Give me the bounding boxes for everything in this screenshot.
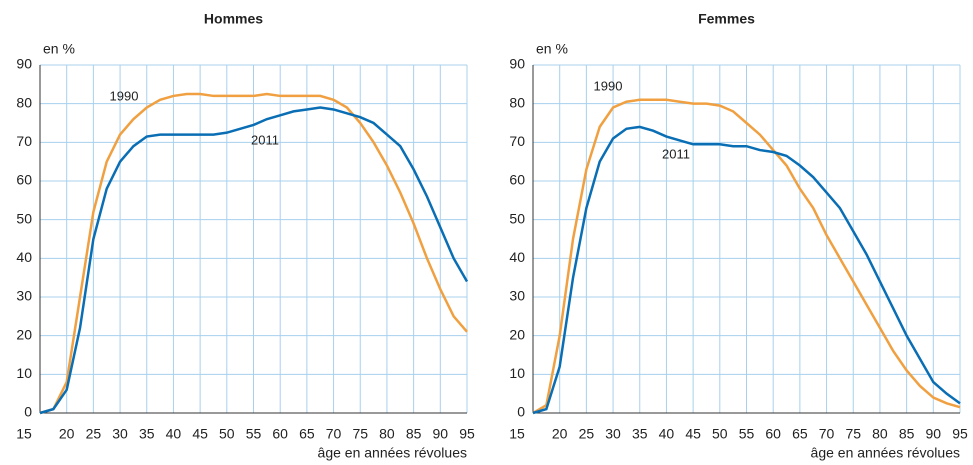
x-tick-label: 80 <box>872 426 888 442</box>
series-label: 2011 <box>251 132 279 147</box>
y-tick-label: 10 <box>509 365 525 381</box>
x-tick-label: 20 <box>552 426 568 442</box>
y-tick-label: 60 <box>509 172 525 188</box>
x-tick-label: 85 <box>406 426 422 442</box>
x-tick-label: 95 <box>459 426 475 442</box>
x-tick-label: 40 <box>659 426 675 442</box>
line-series <box>532 98 961 415</box>
x-tick-label: 15 <box>509 426 525 442</box>
x-axis-label: âge en années révolues <box>318 445 467 461</box>
chart-title: Hommes <box>204 11 263 27</box>
x-tick-label: 90 <box>433 426 449 442</box>
x-tick-label: 20 <box>59 426 75 442</box>
x-tick-label: 85 <box>899 426 915 442</box>
x-tick-label: 65 <box>792 426 808 442</box>
x-tick-label: 55 <box>739 426 755 442</box>
y-tick-label: 50 <box>509 210 525 226</box>
series-label: 1990 <box>110 88 139 103</box>
y-tick-label: 70 <box>509 133 525 149</box>
x-axis-label: âge en années révolues <box>811 445 960 461</box>
y-axis-label: en % <box>43 41 75 57</box>
x-tick-label: 60 <box>765 426 781 442</box>
series-label: 1990 <box>594 78 623 93</box>
y-tick-label: 20 <box>16 326 32 342</box>
x-tick-label: 70 <box>326 426 342 442</box>
x-tick-label: 15 <box>16 426 32 442</box>
y-tick-label: 90 <box>509 56 525 72</box>
x-tick-label: 80 <box>379 426 395 442</box>
x-tick-label: 50 <box>219 426 235 442</box>
y-tick-label: 20 <box>509 326 525 342</box>
series-label: 2011 <box>662 146 690 161</box>
x-tick-label: 35 <box>139 426 155 442</box>
x-tick-label: 40 <box>166 426 182 442</box>
y-tick-label: 30 <box>509 288 525 304</box>
y-tick-label: 40 <box>16 249 32 265</box>
x-tick-label: 45 <box>685 426 701 442</box>
y-tick-label: 0 <box>517 404 525 420</box>
chart-title: Femmes <box>698 11 755 27</box>
y-tick-label: 80 <box>16 94 32 110</box>
y-tick-label: 60 <box>16 172 32 188</box>
x-tick-label: 50 <box>712 426 728 442</box>
y-tick-label: 80 <box>509 94 525 110</box>
x-tick-label: 35 <box>632 426 648 442</box>
y-axis-label: en % <box>536 41 568 57</box>
x-tick-label: 45 <box>192 426 208 442</box>
x-tick-label: 65 <box>299 426 315 442</box>
y-tick-label: 40 <box>509 249 525 265</box>
line-series <box>39 106 469 415</box>
y-tick-label: 30 <box>16 288 32 304</box>
x-tick-label: 90 <box>926 426 942 442</box>
x-tick-label: 25 <box>579 426 595 442</box>
y-tick-label: 90 <box>16 56 32 72</box>
y-tick-label: 10 <box>16 365 32 381</box>
line-series <box>39 92 468 415</box>
x-tick-label: 70 <box>819 426 835 442</box>
x-tick-label: 30 <box>605 426 621 442</box>
x-tick-label: 60 <box>272 426 288 442</box>
x-tick-label: 75 <box>845 426 861 442</box>
x-tick-label: 25 <box>86 426 102 442</box>
line-series <box>532 125 961 415</box>
y-tick-label: 0 <box>24 404 32 420</box>
y-tick-label: 70 <box>16 133 32 149</box>
y-tick-label: 50 <box>16 210 32 226</box>
x-tick-label: 95 <box>952 426 968 442</box>
x-tick-label: 30 <box>112 426 128 442</box>
x-tick-label: 75 <box>352 426 368 442</box>
x-tick-label: 55 <box>246 426 262 442</box>
